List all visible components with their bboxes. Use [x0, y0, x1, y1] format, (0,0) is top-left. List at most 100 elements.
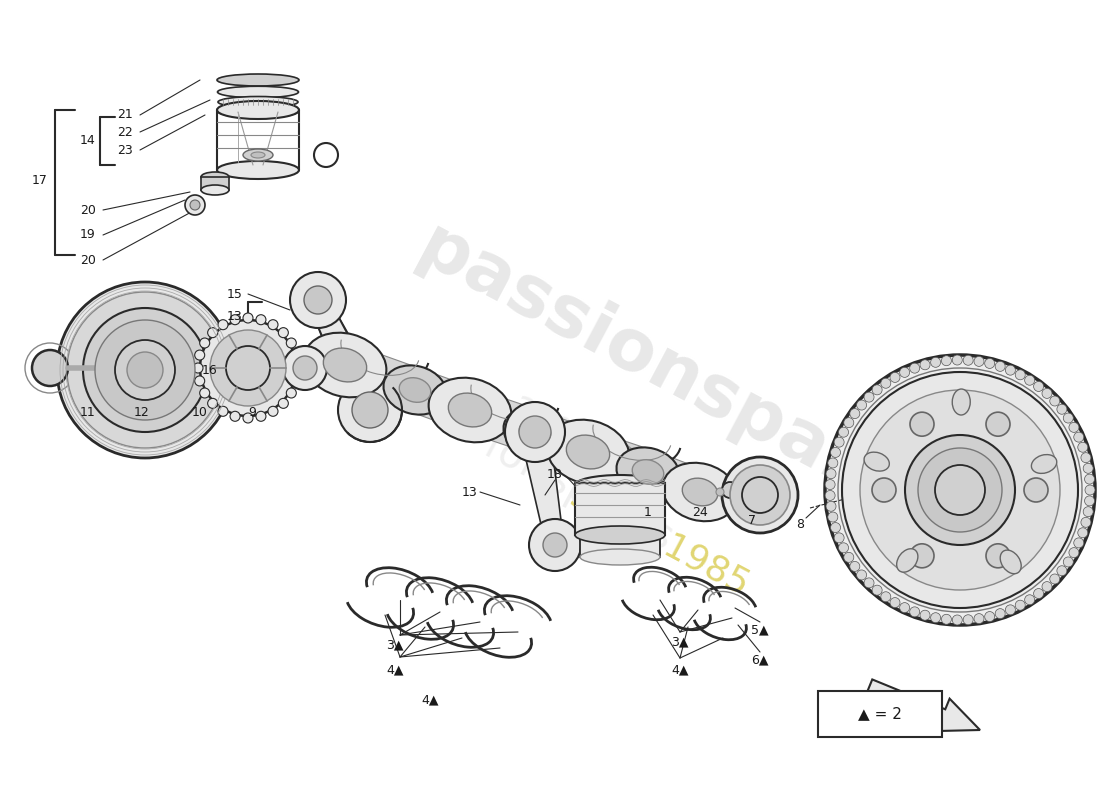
- Circle shape: [243, 313, 253, 323]
- Circle shape: [505, 402, 565, 462]
- Circle shape: [210, 330, 286, 406]
- Text: 3▲: 3▲: [671, 635, 689, 649]
- Bar: [575, 483, 666, 535]
- Circle shape: [872, 478, 896, 502]
- Circle shape: [286, 338, 296, 348]
- Text: 24: 24: [692, 506, 708, 518]
- Circle shape: [200, 388, 210, 398]
- Circle shape: [283, 346, 327, 390]
- Circle shape: [1081, 453, 1091, 462]
- Circle shape: [208, 398, 218, 408]
- Text: 10: 10: [192, 406, 208, 418]
- Polygon shape: [407, 370, 477, 430]
- Circle shape: [890, 373, 900, 382]
- Circle shape: [964, 355, 974, 366]
- Circle shape: [730, 465, 790, 525]
- Text: 4▲: 4▲: [671, 663, 689, 677]
- Circle shape: [192, 363, 204, 373]
- Circle shape: [278, 328, 288, 338]
- Ellipse shape: [1032, 454, 1057, 474]
- Circle shape: [860, 390, 1060, 590]
- Circle shape: [1057, 566, 1067, 576]
- Circle shape: [1015, 600, 1025, 610]
- Circle shape: [864, 392, 874, 402]
- Circle shape: [1034, 382, 1044, 391]
- Text: 20: 20: [80, 254, 96, 266]
- Circle shape: [1084, 506, 1093, 517]
- Circle shape: [1069, 548, 1079, 558]
- Circle shape: [920, 360, 929, 370]
- Circle shape: [543, 533, 566, 557]
- Circle shape: [942, 356, 952, 366]
- Ellipse shape: [547, 420, 629, 484]
- Ellipse shape: [580, 549, 660, 565]
- Circle shape: [825, 479, 835, 490]
- Circle shape: [864, 578, 874, 588]
- Ellipse shape: [251, 152, 265, 158]
- FancyArrow shape: [868, 679, 980, 731]
- Circle shape: [126, 352, 163, 388]
- Text: 7: 7: [748, 514, 756, 526]
- Text: 20: 20: [80, 203, 96, 217]
- Circle shape: [338, 378, 402, 442]
- Circle shape: [742, 477, 778, 513]
- Circle shape: [293, 363, 303, 373]
- Text: 9: 9: [249, 406, 256, 418]
- Text: 13: 13: [462, 486, 477, 498]
- Polygon shape: [309, 296, 385, 417]
- Circle shape: [32, 350, 68, 386]
- Circle shape: [256, 314, 266, 325]
- Circle shape: [828, 458, 838, 468]
- Circle shape: [931, 358, 940, 367]
- Circle shape: [256, 411, 266, 422]
- Circle shape: [844, 418, 854, 428]
- Circle shape: [984, 358, 994, 369]
- Circle shape: [974, 356, 984, 366]
- Ellipse shape: [504, 407, 566, 457]
- Circle shape: [905, 435, 1015, 545]
- Polygon shape: [520, 430, 564, 546]
- Bar: [201, 177, 229, 190]
- Circle shape: [996, 362, 1005, 371]
- Circle shape: [920, 610, 929, 620]
- Circle shape: [850, 409, 860, 418]
- Circle shape: [984, 611, 994, 622]
- Circle shape: [218, 320, 228, 330]
- Ellipse shape: [323, 348, 366, 382]
- Circle shape: [1074, 432, 1084, 442]
- Circle shape: [1049, 396, 1059, 406]
- Circle shape: [1057, 404, 1067, 414]
- Circle shape: [857, 570, 867, 580]
- Text: 14: 14: [80, 134, 96, 146]
- Circle shape: [243, 413, 253, 423]
- Circle shape: [850, 562, 860, 571]
- Circle shape: [1084, 463, 1093, 474]
- Circle shape: [1034, 589, 1044, 598]
- Circle shape: [910, 607, 920, 617]
- Ellipse shape: [217, 74, 299, 86]
- Circle shape: [842, 372, 1078, 608]
- Ellipse shape: [865, 452, 889, 471]
- Circle shape: [910, 544, 934, 568]
- Circle shape: [1078, 442, 1088, 452]
- Ellipse shape: [1000, 550, 1021, 574]
- Circle shape: [95, 320, 195, 420]
- Text: 23: 23: [117, 143, 133, 157]
- Polygon shape: [463, 389, 542, 453]
- Circle shape: [1078, 528, 1088, 538]
- Circle shape: [1049, 574, 1059, 584]
- Ellipse shape: [384, 366, 447, 414]
- Text: 1: 1: [645, 506, 652, 518]
- FancyBboxPatch shape: [818, 691, 942, 737]
- Circle shape: [1085, 485, 1094, 495]
- Text: 17: 17: [32, 174, 48, 186]
- Circle shape: [872, 385, 882, 395]
- Circle shape: [857, 400, 867, 410]
- Circle shape: [82, 308, 207, 432]
- Circle shape: [1042, 582, 1052, 592]
- Ellipse shape: [662, 462, 737, 522]
- Circle shape: [931, 613, 940, 622]
- Circle shape: [890, 598, 900, 607]
- Circle shape: [825, 490, 835, 501]
- Ellipse shape: [218, 97, 298, 107]
